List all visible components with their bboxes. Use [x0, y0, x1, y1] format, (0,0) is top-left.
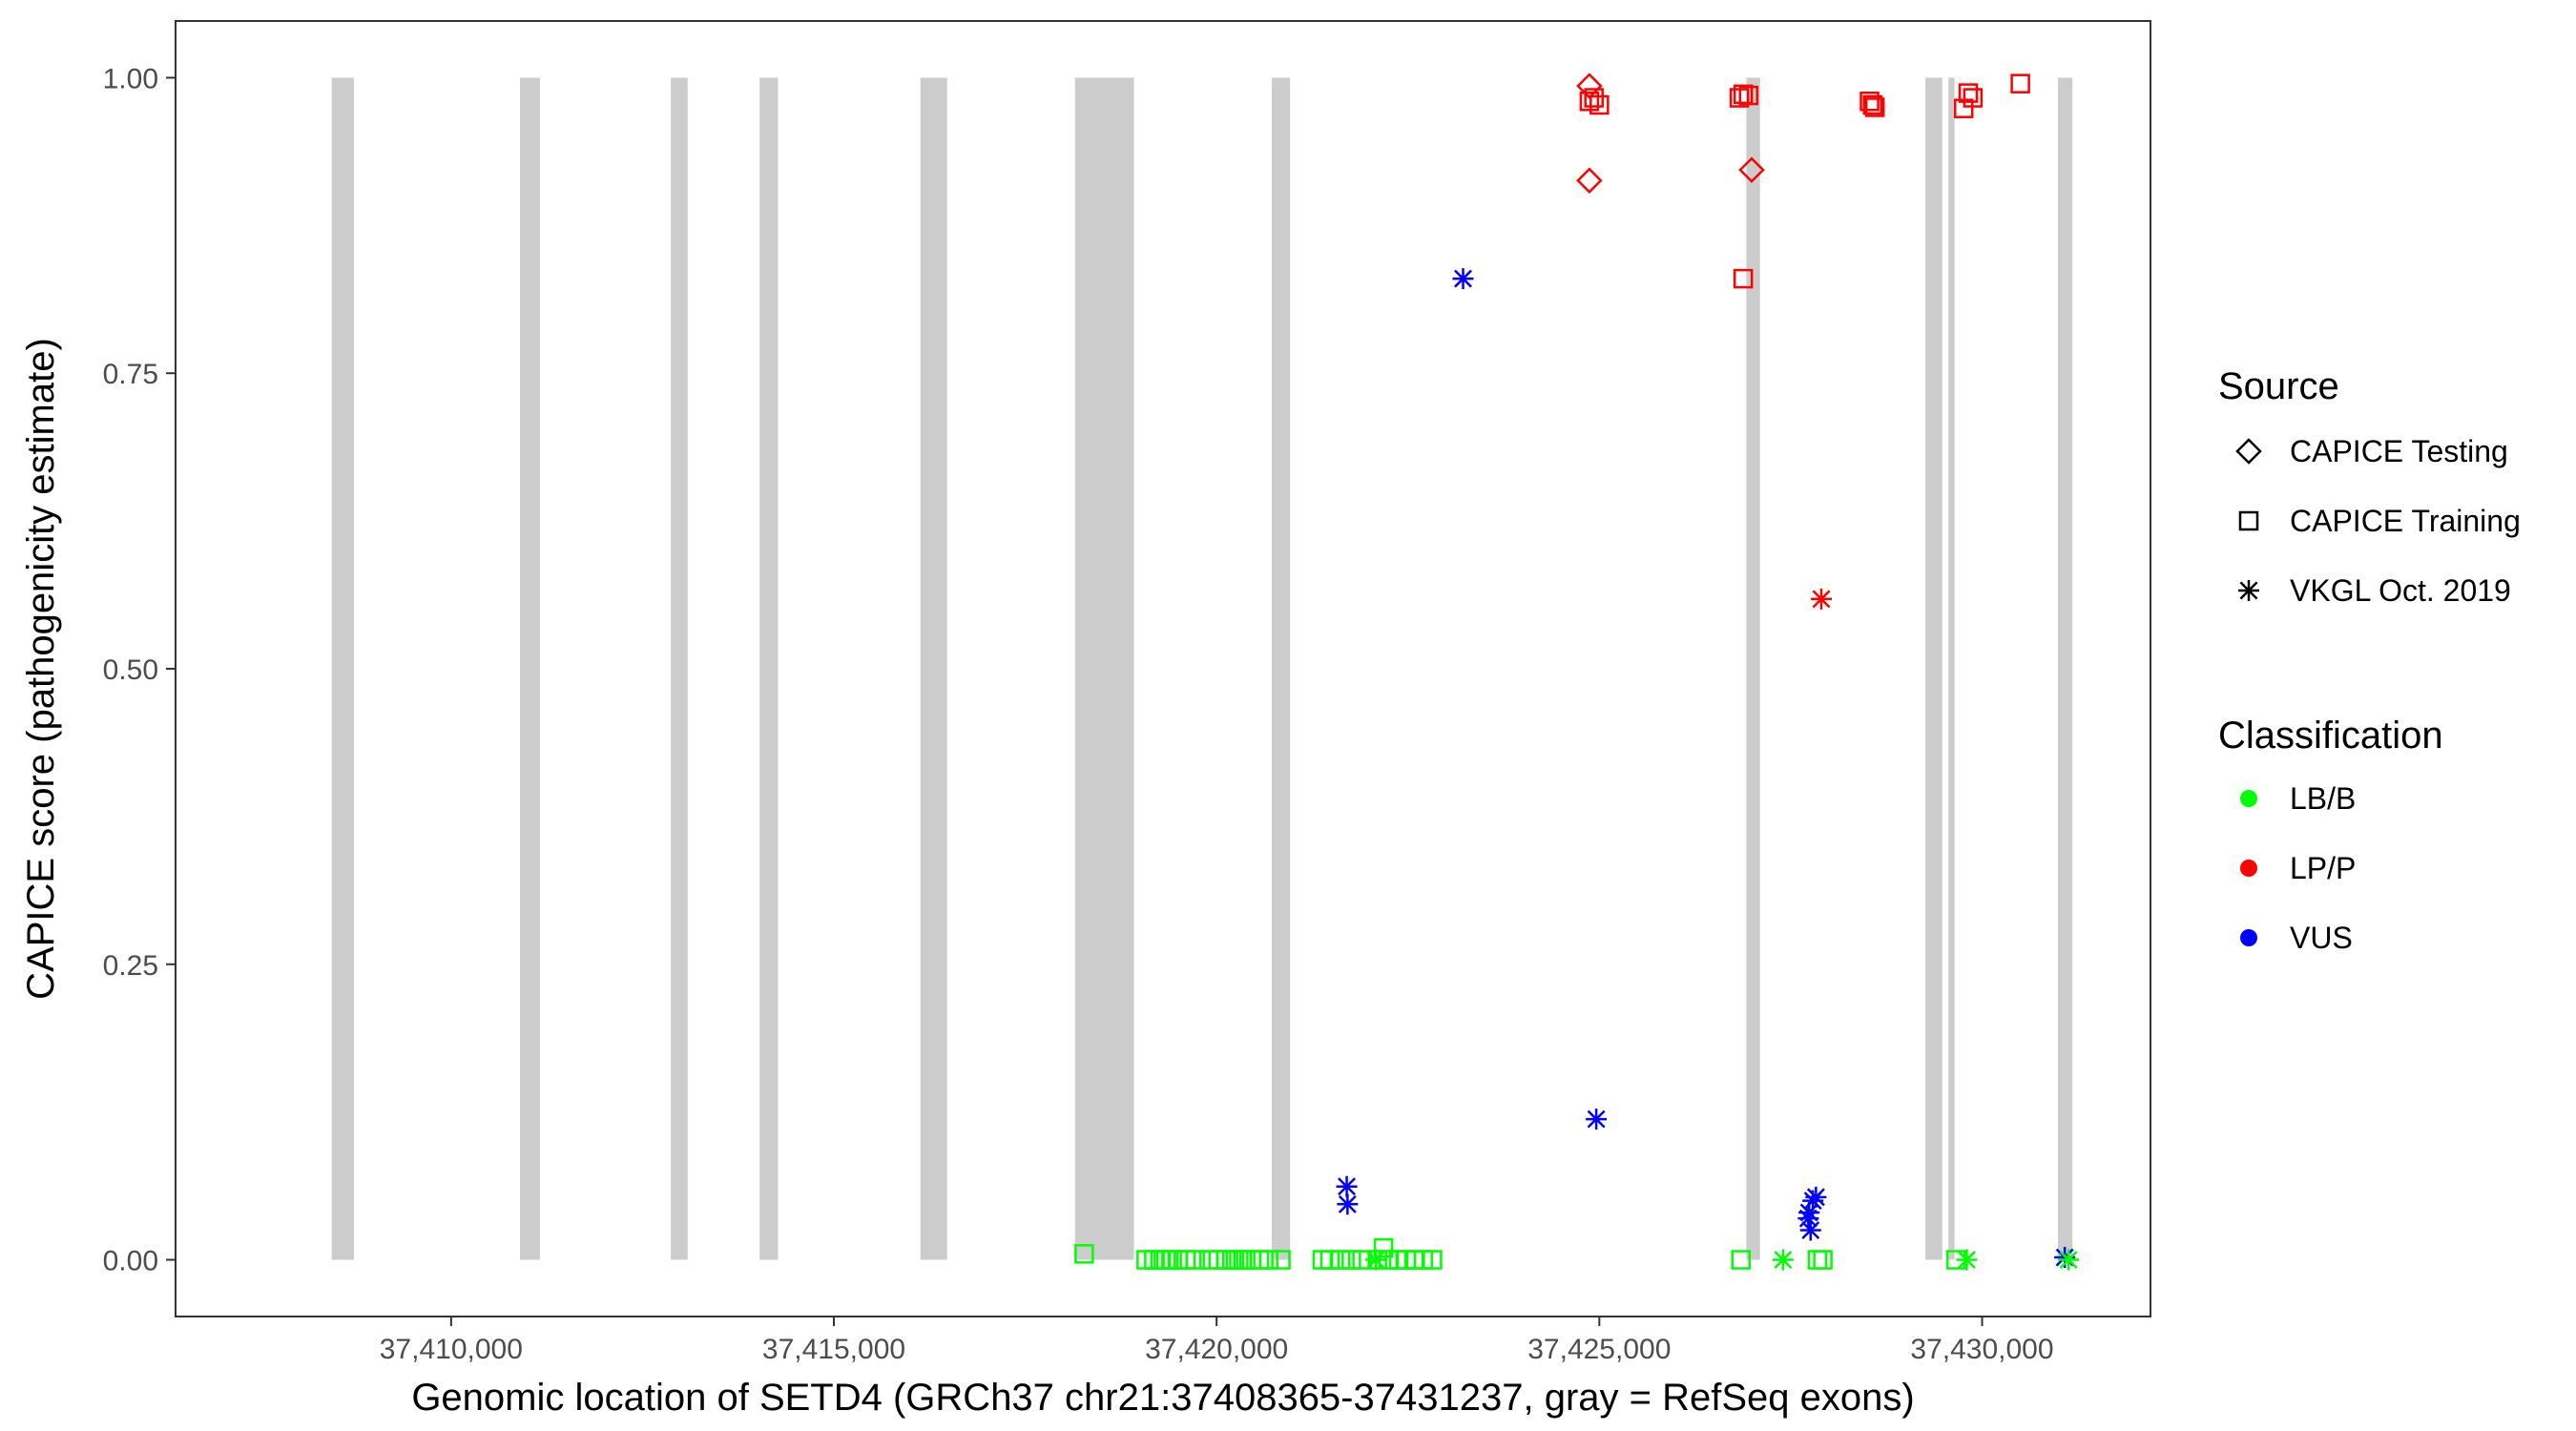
data-point: [1074, 1244, 1094, 1264]
data-point: [1155, 1250, 1176, 1270]
exon-band: [331, 77, 354, 1260]
data-point: [1365, 1249, 1387, 1271]
legend-source-key: [2235, 438, 2262, 465]
exon-band: [1074, 77, 1134, 1260]
x-tick-label: 37,420,000: [1145, 1334, 1288, 1365]
data-point: [1185, 1250, 1205, 1270]
y-tick-label: 0.50: [103, 654, 158, 686]
data-point: [1337, 1193, 1359, 1215]
data-point: [1811, 588, 1832, 610]
data-point: [1579, 92, 1600, 112]
exon-band: [520, 77, 540, 1260]
x-axis-ticks: 37,410,000 37,415,000 37,420,000 37,425,000…: [380, 1317, 2054, 1365]
data-point: [1807, 1250, 1828, 1270]
data-point: [1584, 88, 1604, 108]
x-axis-title: Genomic location of SETD4 (GRCh37 chr21:…: [411, 1377, 1914, 1419]
x-tick-label: 37,425,000: [1527, 1334, 1671, 1365]
data-point: [1958, 83, 1979, 103]
legend-classification-items: LB/B LP/P VUS: [2240, 781, 2356, 955]
data-point: [1341, 1250, 1361, 1270]
data-point: [1258, 1250, 1278, 1270]
legend-source-items: CAPICE Testing CAPICE Training VKGL Oct. 2…: [2235, 434, 2521, 608]
data-point: [1271, 1250, 1291, 1270]
y-tick-label: 0.00: [103, 1246, 158, 1277]
data-point: [1423, 1250, 1443, 1270]
exon-band: [1746, 77, 1760, 1260]
legend-source-label: CAPICE Testing: [2290, 434, 2508, 468]
legend-source-label: CAPICE Training: [2290, 504, 2521, 538]
data-point: [1797, 1208, 1819, 1230]
x-tick-label: 37,430,000: [1910, 1334, 2053, 1365]
data-point: [1772, 1249, 1794, 1271]
y-axis-title: CAPICE score (pathogenicity estimate): [20, 338, 62, 1000]
legend-source-key: [2238, 580, 2259, 601]
legend-source-label: VKGL Oct. 2019: [2290, 573, 2511, 608]
legend-classification-key: [2240, 929, 2257, 946]
data-point: [1859, 92, 1880, 112]
data-point: [1805, 1186, 1827, 1208]
y-tick-label: 0.75: [103, 359, 158, 390]
data-point: [1586, 1109, 1608, 1130]
exon-bands: [331, 77, 2073, 1260]
data-point: [1731, 1250, 1752, 1270]
data-point: [1373, 1237, 1394, 1258]
exon-band: [759, 77, 779, 1260]
legend-classification-title: Classification: [2218, 715, 2443, 757]
exon-band: [1925, 77, 1942, 1260]
data-point: [1963, 88, 1984, 108]
y-tick-label: 1.00: [103, 63, 158, 94]
legend-classification-label: LB/B: [2290, 781, 2356, 816]
data-point: [1862, 94, 1883, 115]
exon-band: [671, 77, 688, 1260]
data-point: [1956, 1249, 1978, 1271]
legend-source-key: [2238, 510, 2259, 531]
y-tick-label: 0.25: [103, 950, 158, 982]
data-point: [1576, 167, 1603, 195]
data-point: [1229, 1250, 1249, 1270]
data-point: [1733, 268, 1754, 289]
data-point: [2058, 1249, 2080, 1271]
x-tick-label: 37,415,000: [762, 1334, 905, 1365]
data-points: [1074, 73, 2080, 1271]
data-point: [1738, 85, 1759, 106]
legend-source-title: Source: [2218, 365, 2339, 407]
data-point: [1319, 1250, 1340, 1270]
legend-classification-key: [2240, 790, 2257, 807]
data-point: [2010, 73, 2030, 93]
plot-panel-border: [175, 20, 2151, 1317]
legend-classification-key: [2240, 860, 2257, 877]
legend: Source CAPICE Testing CAPICE Training VKGL…: [2218, 365, 2521, 955]
data-point: [1452, 268, 1474, 290]
data-point: [1589, 94, 1610, 115]
exon-band: [1271, 77, 1291, 1260]
data-point: [1864, 97, 1885, 117]
x-tick-label: 37,410,000: [380, 1334, 523, 1365]
legend-classification-label: LP/P: [2290, 851, 2356, 885]
data-point: [1330, 1250, 1351, 1270]
exon-band: [920, 77, 947, 1260]
legend-classification-label: VUS: [2290, 921, 2353, 955]
exon-band: [2057, 77, 2073, 1260]
y-axis-ticks: 0.00 0.25 0.50 0.75 1.00: [103, 63, 176, 1277]
data-point: [1738, 156, 1765, 183]
data-point: [1576, 73, 1603, 99]
data-point: [1336, 1175, 1358, 1197]
data-point: [1799, 1219, 1821, 1241]
exon-band: [1948, 77, 1955, 1260]
data-point: [1813, 1250, 1833, 1270]
